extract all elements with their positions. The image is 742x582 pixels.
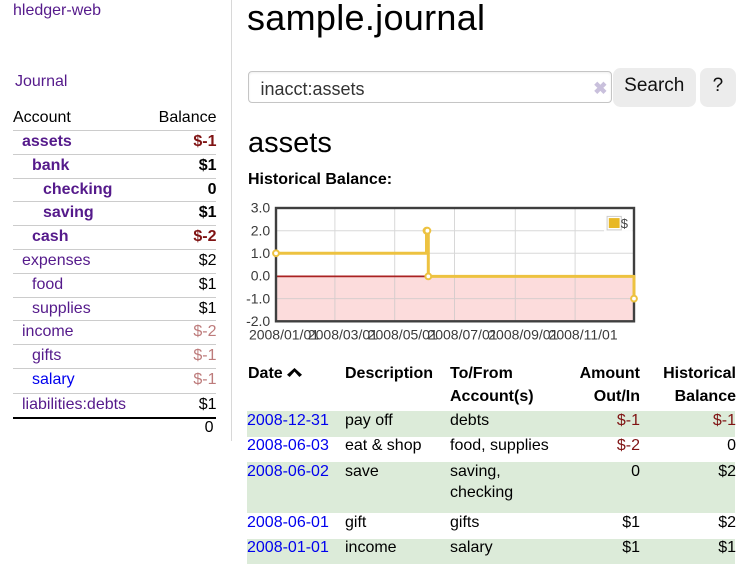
svg-text:1.0: 1.0 (251, 245, 271, 261)
svg-text:-1.0: -1.0 (246, 290, 270, 306)
svg-text:0.0: 0.0 (251, 268, 271, 284)
svg-text:$: $ (621, 216, 629, 231)
svg-text:2008/01/01: 2008/01/01 (249, 327, 319, 343)
svg-text:2.0: 2.0 (251, 222, 271, 238)
svg-text:2008/03/01: 2008/03/01 (308, 327, 378, 343)
svg-text:3.0: 3.0 (251, 200, 271, 216)
svg-text:-2.0: -2.0 (246, 313, 270, 329)
svg-text:2008/05/01: 2008/05/01 (368, 327, 438, 343)
svg-text:2008/07/01: 2008/07/01 (427, 327, 497, 343)
svg-text:2008/09/01: 2008/09/01 (488, 327, 558, 343)
svg-text:2008/11/01: 2008/11/01 (549, 327, 618, 343)
